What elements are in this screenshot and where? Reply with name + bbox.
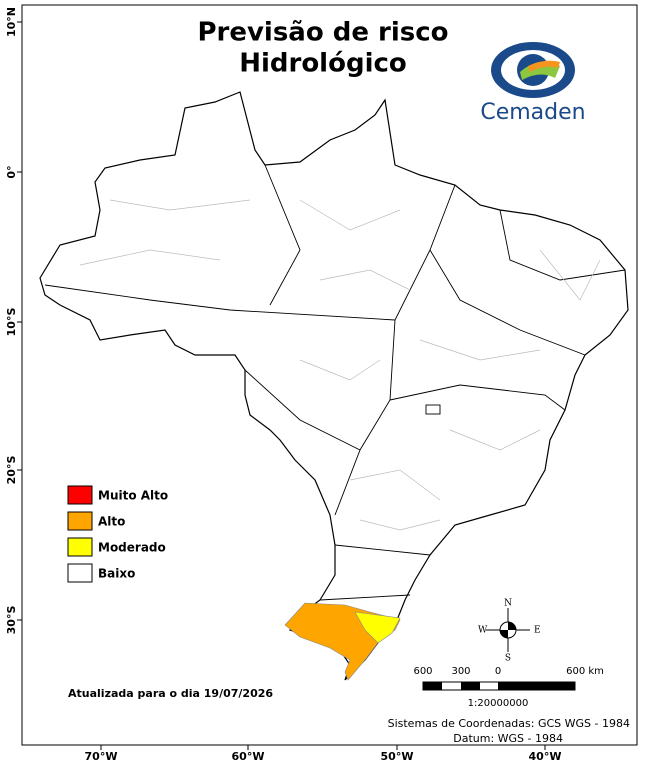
legend-swatch xyxy=(67,511,93,531)
compass-label: E xyxy=(534,626,541,636)
lat-label: 0° xyxy=(5,165,18,178)
scale-label: 300 xyxy=(451,666,470,677)
scale-label: 0 xyxy=(495,666,501,677)
compass-label: S xyxy=(505,654,511,664)
regional-borders xyxy=(79,199,601,531)
compass-label: W xyxy=(478,626,488,636)
legend-label: Baixo xyxy=(98,567,135,581)
lon-label: 50°W xyxy=(381,750,414,763)
legend-swatch xyxy=(67,537,93,557)
scale-bar: 600 300 0 600 km 1:20000000 xyxy=(413,666,603,709)
credit: Sistemas de Coordenadas: GCS WGS - 1984 xyxy=(388,717,630,730)
lat-label: 30°S xyxy=(5,606,18,635)
legend: Muito Alto Alto Moderado Baixo xyxy=(67,485,168,583)
logo: Cemaden xyxy=(480,42,586,125)
compass-label: N xyxy=(504,599,512,609)
risk-area-moderado xyxy=(354,611,401,644)
legend-swatch xyxy=(67,563,93,583)
lat-label: 10°N xyxy=(5,7,18,37)
scale-label: 600 km xyxy=(566,666,604,677)
logo-text: Cemaden xyxy=(480,100,585,125)
legend-label: Moderado xyxy=(98,541,166,555)
legend-swatch xyxy=(67,485,93,505)
title-line: Previsão de risco xyxy=(197,18,448,48)
lon-label: 40°W xyxy=(529,750,562,763)
legend-label: Muito Alto xyxy=(98,489,168,503)
ticks xyxy=(17,21,546,750)
legend-label: Alto xyxy=(98,515,125,529)
scale-label: 600 xyxy=(413,666,432,677)
lat-labels: 10°N 0° 10°S 20°S 30°S xyxy=(5,7,18,634)
lon-label: 60°W xyxy=(232,750,265,763)
lon-label: 70°W xyxy=(85,750,118,763)
lat-label: 10°S xyxy=(5,308,18,337)
update-note: Atualizada para o dia 19/07/2026 xyxy=(68,687,273,700)
compass: N S E W xyxy=(478,599,541,664)
scale-ratio: 1:20000000 xyxy=(468,698,529,709)
title-line: Hidrológico xyxy=(239,49,407,79)
country-outline xyxy=(39,91,629,681)
lat-label: 20°S xyxy=(5,456,18,485)
credit: Datum: WGS - 1984 xyxy=(453,732,563,745)
